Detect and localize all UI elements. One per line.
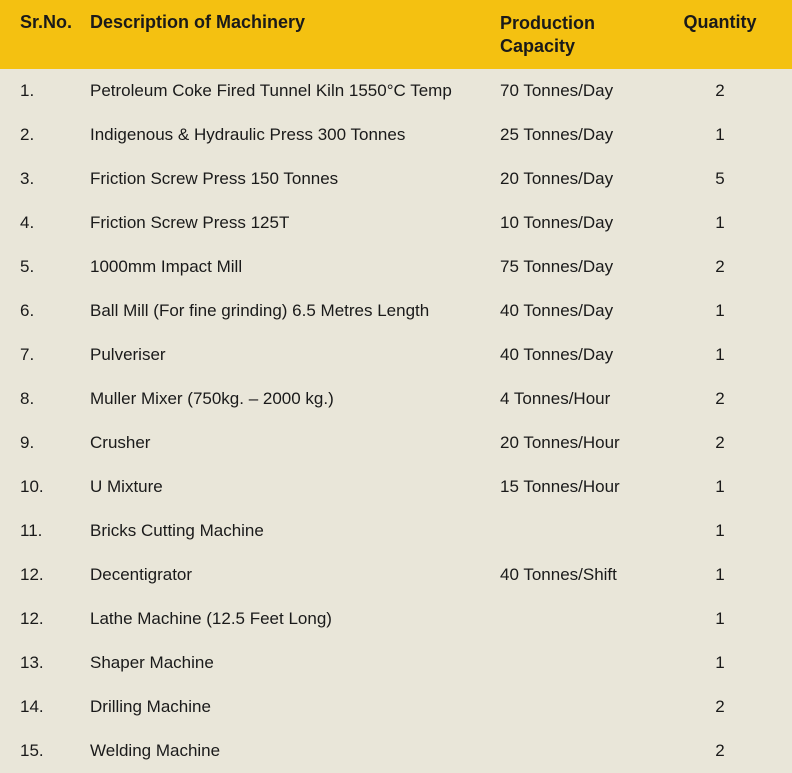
cell-cap: 20 Tonnes/Day xyxy=(500,169,660,189)
header-desc: Description of Machinery xyxy=(90,12,500,57)
cell-cap: 75 Tonnes/Day xyxy=(500,257,660,277)
table-row: 3.Friction Screw Press 150 Tonnes20 Tonn… xyxy=(0,157,792,201)
table-row: 4.Friction Screw Press 125T10 Tonnes/Day… xyxy=(0,201,792,245)
cell-qty: 2 xyxy=(660,741,780,761)
cell-desc: Friction Screw Press 150 Tonnes xyxy=(90,169,500,189)
cell-desc: Bricks Cutting Machine xyxy=(90,521,500,541)
cell-desc: Welding Machine xyxy=(90,741,500,761)
cell-qty: 1 xyxy=(660,521,780,541)
cell-sr: 6. xyxy=(0,301,90,321)
cell-desc: Friction Screw Press 125T xyxy=(90,213,500,233)
header-sr: Sr.No. xyxy=(0,12,90,57)
cell-qty: 1 xyxy=(660,213,780,233)
table-row: 15.Welding Machine 2 xyxy=(0,729,792,773)
cell-qty: 2 xyxy=(660,389,780,409)
cell-sr: 12. xyxy=(0,609,90,629)
cell-sr: 10. xyxy=(0,477,90,497)
cell-desc: Shaper Machine xyxy=(90,653,500,673)
cell-desc: U Mixture xyxy=(90,477,500,497)
cell-cap xyxy=(500,609,660,629)
cell-desc: Pulveriser xyxy=(90,345,500,365)
cell-sr: 1. xyxy=(0,81,90,101)
cell-sr: 4. xyxy=(0,213,90,233)
cell-qty: 1 xyxy=(660,609,780,629)
cell-sr: 11. xyxy=(0,521,90,541)
cell-cap: 15 Tonnes/Hour xyxy=(500,477,660,497)
cell-cap: 4 Tonnes/Hour xyxy=(500,389,660,409)
cell-desc: Drilling Machine xyxy=(90,697,500,717)
table-row: 6.Ball Mill (For fine grinding) 6.5 Metr… xyxy=(0,289,792,333)
cell-qty: 1 xyxy=(660,345,780,365)
table-row: 1. Petroleum Coke Fired Tunnel Kiln 1550… xyxy=(0,69,792,113)
cell-sr: 7. xyxy=(0,345,90,365)
cell-sr: 8. xyxy=(0,389,90,409)
cell-cap: 70 Tonnes/Day xyxy=(500,81,660,101)
cell-cap xyxy=(500,521,660,541)
cell-qty: 1 xyxy=(660,653,780,673)
table-row: 12.Lathe Machine (12.5 Feet Long) 1 xyxy=(0,597,792,641)
cell-desc: Lathe Machine (12.5 Feet Long) xyxy=(90,609,500,629)
header-cap-line1: Production xyxy=(500,12,660,35)
cell-cap: 25 Tonnes/Day xyxy=(500,125,660,145)
cell-cap: 40 Tonnes/Shift xyxy=(500,565,660,585)
cell-sr: 12. xyxy=(0,565,90,585)
cell-cap xyxy=(500,653,660,673)
cell-qty: 2 xyxy=(660,257,780,277)
cell-desc: Ball Mill (For fine grinding) 6.5 Metres… xyxy=(90,301,500,321)
table-row: 5.1000mm Impact Mill75 Tonnes/Day2 xyxy=(0,245,792,289)
cell-cap xyxy=(500,741,660,761)
cell-qty: 1 xyxy=(660,565,780,585)
cell-sr: 15. xyxy=(0,741,90,761)
cell-desc: Indigenous & Hydraulic Press 300 Tonnes xyxy=(90,125,500,145)
table-header-row: Sr.No. Description of Machinery Producti… xyxy=(0,0,792,69)
header-cap-line2: Capacity xyxy=(500,35,660,58)
cell-qty: 2 xyxy=(660,81,780,101)
table-row: 12.Decentigrator40 Tonnes/Shift1 xyxy=(0,553,792,597)
cell-sr: 3. xyxy=(0,169,90,189)
cell-qty: 1 xyxy=(660,125,780,145)
cell-desc: Crusher xyxy=(90,433,500,453)
cell-sr: 13. xyxy=(0,653,90,673)
cell-desc: Petroleum Coke Fired Tunnel Kiln 1550°C … xyxy=(90,81,500,101)
table-row: 7.Pulveriser40 Tonnes/Day1 xyxy=(0,333,792,377)
cell-cap: 40 Tonnes/Day xyxy=(500,345,660,365)
cell-cap xyxy=(500,697,660,717)
cell-qty: 5 xyxy=(660,169,780,189)
cell-qty: 2 xyxy=(660,433,780,453)
cell-sr: 5. xyxy=(0,257,90,277)
table-row: 2.Indigenous & Hydraulic Press 300 Tonne… xyxy=(0,113,792,157)
cell-qty: 2 xyxy=(660,697,780,717)
table-row: 10.U Mixture15 Tonnes/Hour1 xyxy=(0,465,792,509)
cell-desc: Decentigrator xyxy=(90,565,500,585)
cell-desc: 1000mm Impact Mill xyxy=(90,257,500,277)
table-row: 13.Shaper Machine 1 xyxy=(0,641,792,685)
cell-qty: 1 xyxy=(660,301,780,321)
header-qty: Quantity xyxy=(660,12,780,57)
cell-sr: 9. xyxy=(0,433,90,453)
table-row: 14.Drilling Machine 2 xyxy=(0,685,792,729)
cell-cap: 40 Tonnes/Day xyxy=(500,301,660,321)
table-row: 11.Bricks Cutting Machine 1 xyxy=(0,509,792,553)
cell-sr: 2. xyxy=(0,125,90,145)
cell-qty: 1 xyxy=(660,477,780,497)
cell-desc: Muller Mixer (750kg. – 2000 kg.) xyxy=(90,389,500,409)
table-body: 1. Petroleum Coke Fired Tunnel Kiln 1550… xyxy=(0,69,792,773)
cell-cap: 20 Tonnes/Hour xyxy=(500,433,660,453)
cell-cap: 10 Tonnes/Day xyxy=(500,213,660,233)
cell-sr: 14. xyxy=(0,697,90,717)
machinery-table: Sr.No. Description of Machinery Producti… xyxy=(0,0,792,773)
table-row: 8.Muller Mixer (750kg. – 2000 kg.)4 Tonn… xyxy=(0,377,792,421)
table-row: 9.Crusher20 Tonnes/Hour2 xyxy=(0,421,792,465)
header-cap: Production Capacity xyxy=(500,12,660,57)
